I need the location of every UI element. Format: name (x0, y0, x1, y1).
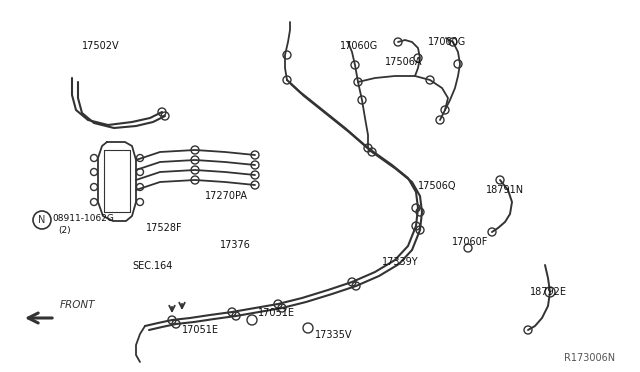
Text: 17376: 17376 (220, 240, 251, 250)
Text: 17335V: 17335V (315, 330, 353, 340)
Text: 17502V: 17502V (82, 41, 120, 51)
Text: R173006N: R173006N (564, 353, 616, 363)
Text: FRONT: FRONT (60, 300, 95, 310)
Text: 17060F: 17060F (452, 237, 488, 247)
Text: 17060G: 17060G (428, 37, 467, 47)
Text: N: N (38, 215, 45, 225)
Text: 17060G: 17060G (340, 41, 378, 51)
Text: SEC.164: SEC.164 (132, 261, 172, 271)
Text: (2): (2) (58, 225, 70, 234)
Text: 08911-1062G: 08911-1062G (52, 214, 114, 222)
Text: 17506A: 17506A (385, 57, 422, 67)
Text: 18791N: 18791N (486, 185, 524, 195)
Text: 17339Y: 17339Y (382, 257, 419, 267)
Text: 17528F: 17528F (146, 223, 182, 233)
Text: 17270PA: 17270PA (205, 191, 248, 201)
Text: 18792E: 18792E (530, 287, 567, 297)
Text: 17051E: 17051E (258, 308, 295, 318)
Text: 17051E: 17051E (182, 325, 219, 335)
Text: 17506Q: 17506Q (418, 181, 456, 191)
